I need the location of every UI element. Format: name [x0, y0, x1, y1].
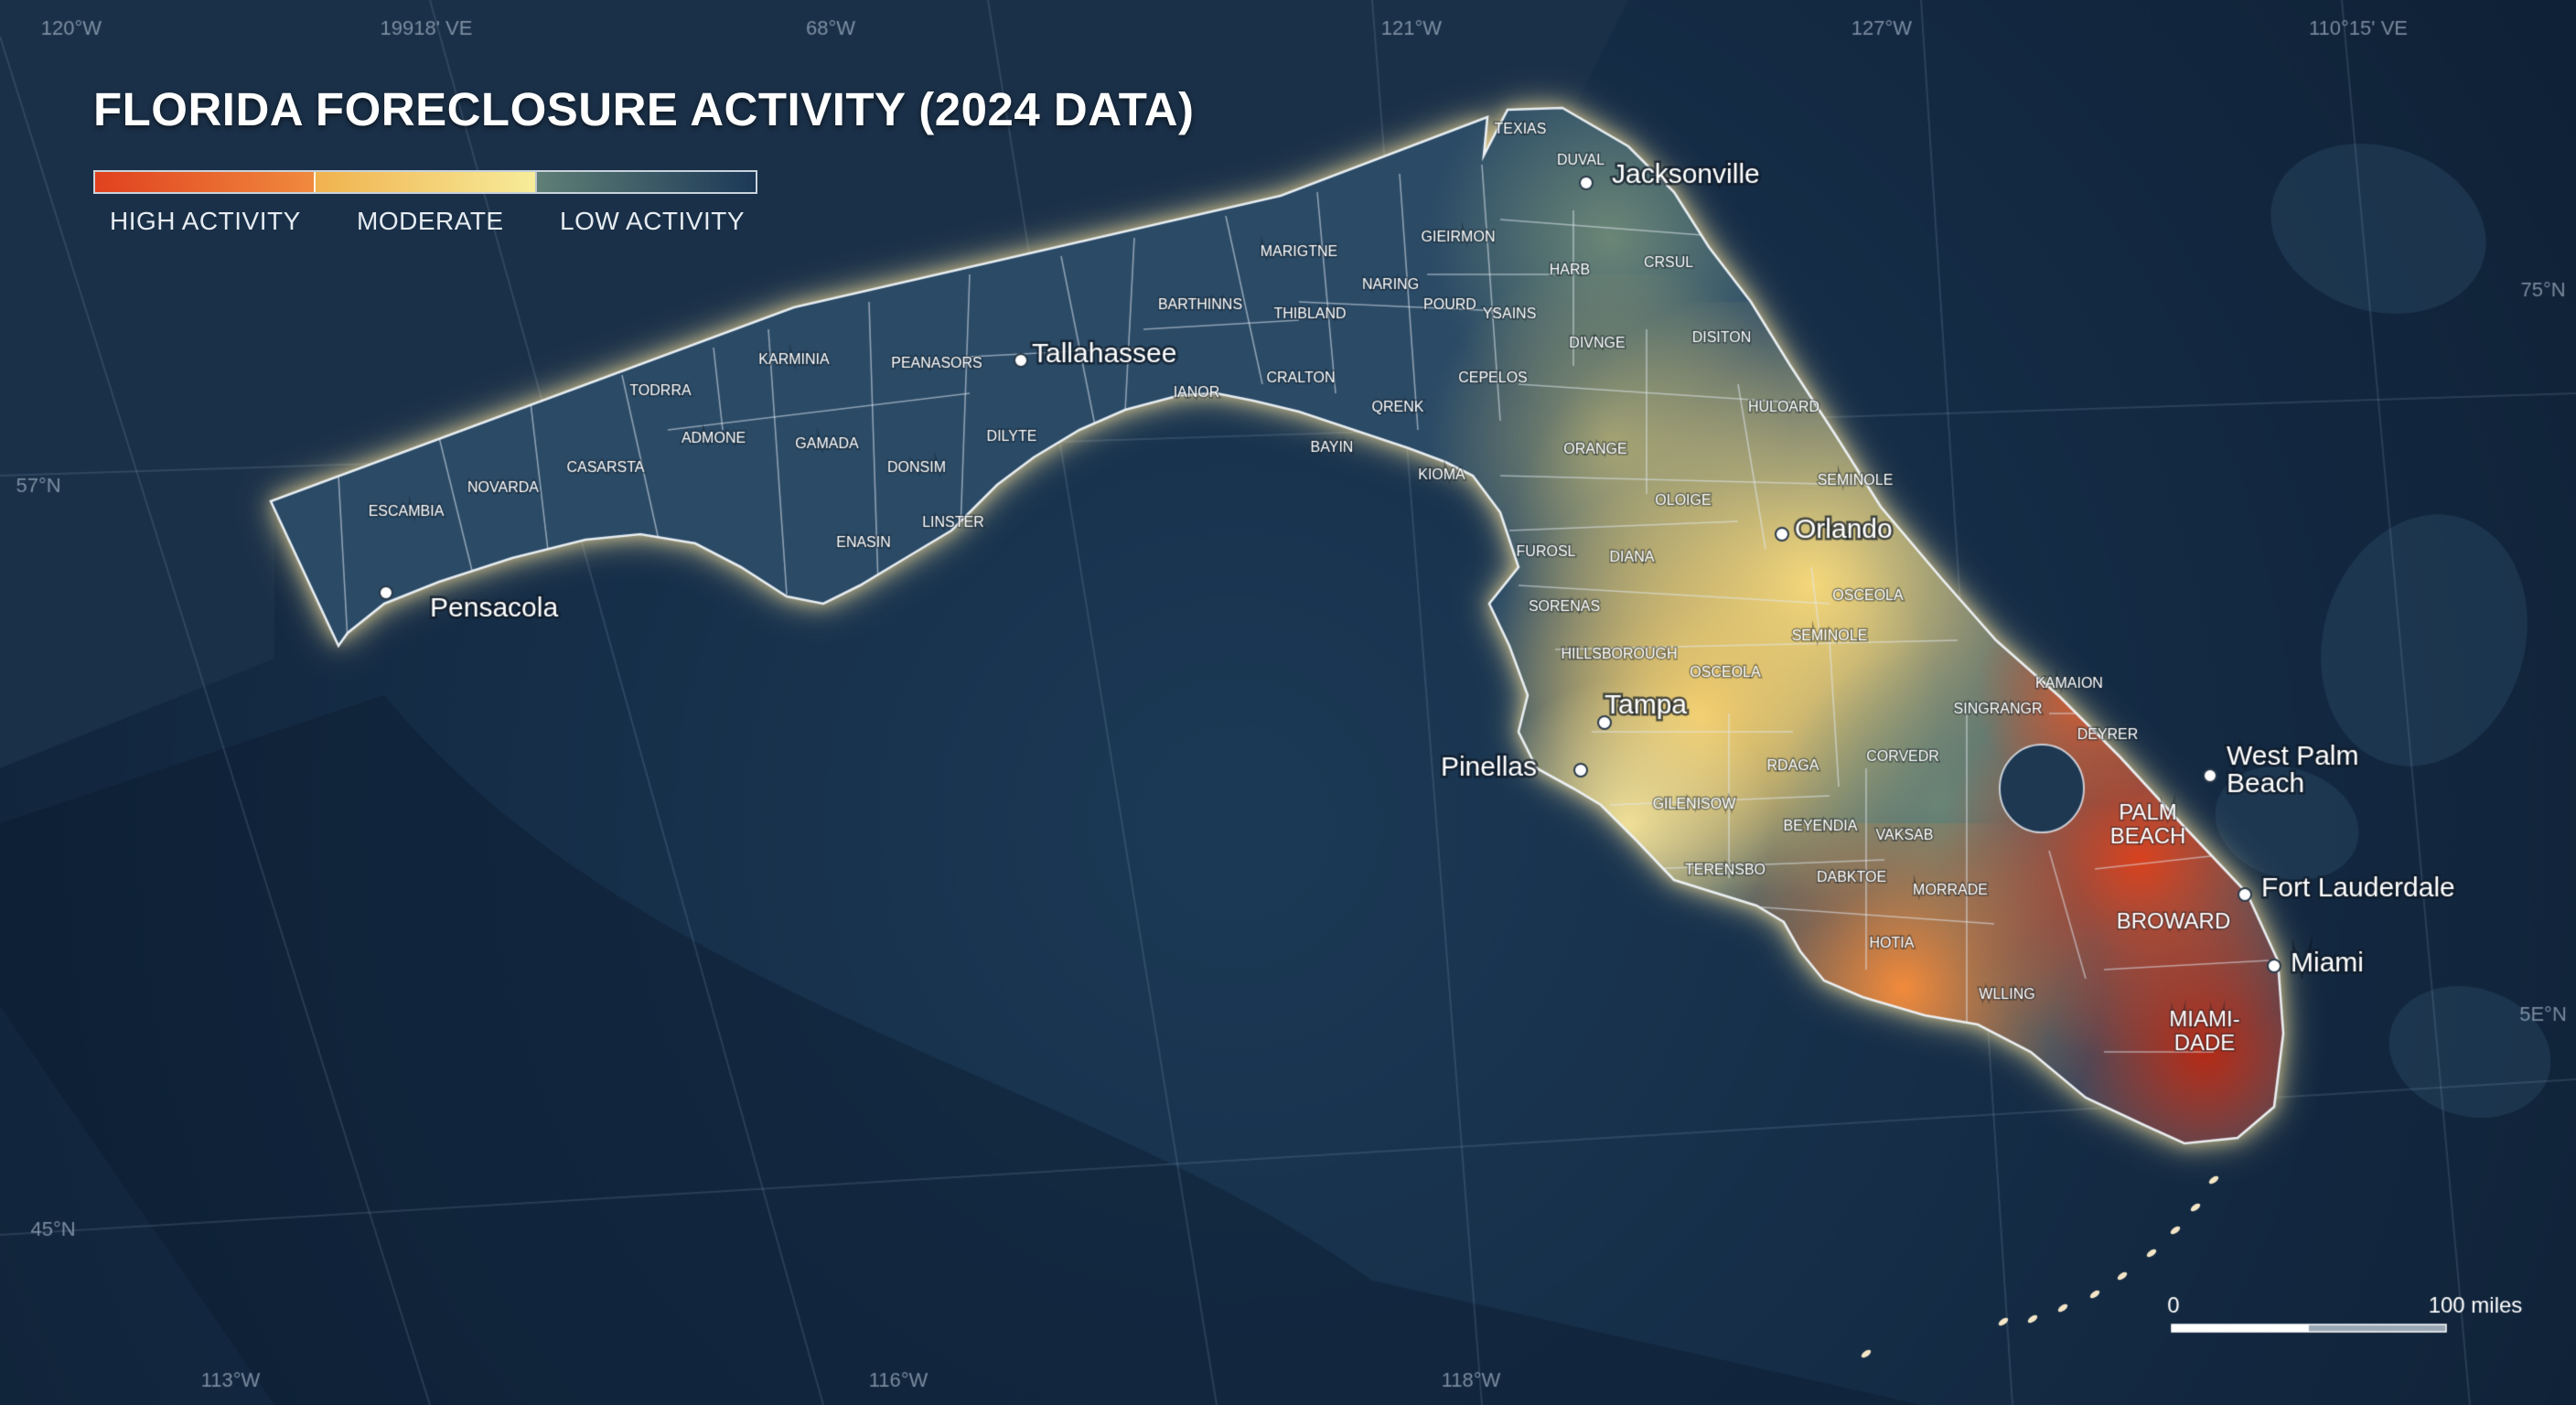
legend-swatch-high [95, 172, 314, 192]
legend-label-moderate: MODERATE [357, 207, 504, 235]
legend-swatch-moderate [313, 172, 536, 192]
legend-labels: HIGH ACTIVITY MODERATE LOW ACTIVITY [93, 207, 761, 243]
map-title: FLORIDA FORECLOSURE ACTIVITY (2024 DATA) [93, 83, 1195, 135]
legend-bar [93, 170, 757, 194]
legend-label-high: HIGH ACTIVITY [110, 207, 301, 235]
legend-swatch-low [535, 172, 756, 192]
legend-label-low: LOW ACTIVITY [560, 207, 746, 235]
